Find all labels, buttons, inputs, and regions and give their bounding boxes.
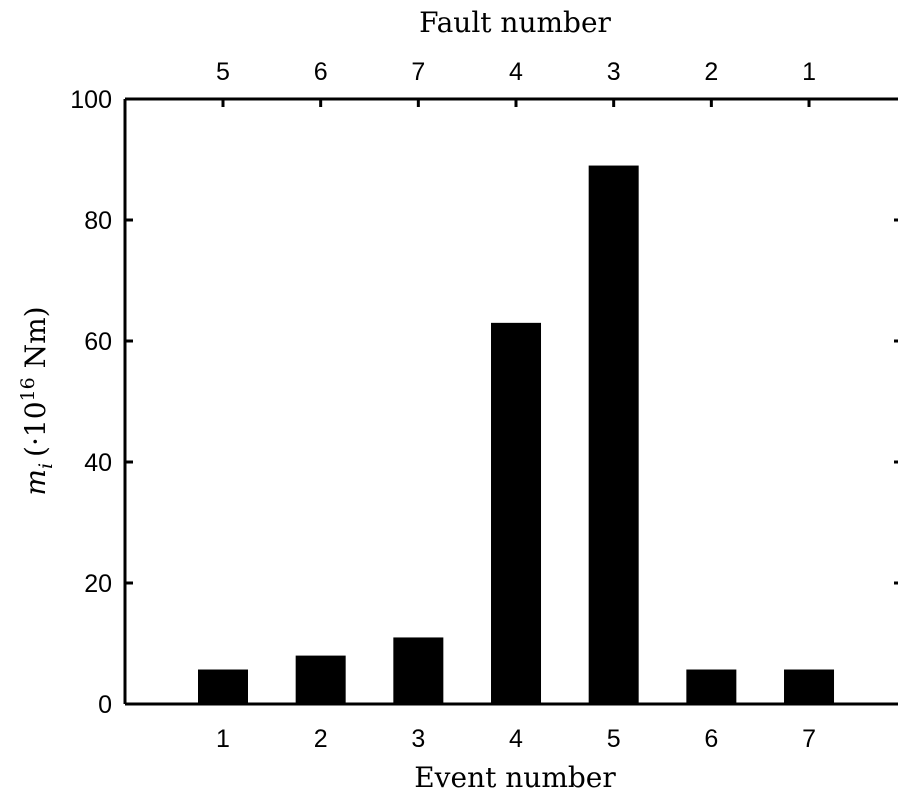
bar [295,655,346,704]
y-tick-label: 100 [70,86,112,114]
x-tick-label: 4 [509,725,523,753]
y-axis-exponent: 16 [17,377,39,401]
x-tick-label: 3 [411,725,425,753]
x-tick-label: 6 [704,725,718,753]
y-axis-title: mi (·1016 Nm) [17,306,57,495]
top-x-tick-label: 5 [216,58,230,86]
x-tick-label: 2 [314,725,328,753]
x-tick-label: 5 [607,725,621,753]
x-tick-label: 1 [216,725,230,753]
top-x-tick-label: 1 [802,58,816,86]
top-x-axis-title: Fault number [419,6,611,39]
y-tick-label: 40 [84,449,112,477]
bottom-x-ticks: 1 2 3 4 5 6 7 [216,696,816,753]
y-ticks: 0 20 40 60 80 100 [70,86,898,719]
top-x-tick-label: 7 [411,58,425,86]
y-tick-label: 60 [84,328,112,356]
top-x-tick-label: 4 [509,58,523,86]
bar [491,322,542,704]
top-x-tick-label: 6 [314,58,328,86]
x-axis-title: Event number [414,761,616,794]
top-x-tick-label: 3 [607,58,621,86]
bar [393,637,444,704]
y-tick-label: 20 [84,570,112,598]
y-axis-unit: Nm) [19,306,52,377]
x-tick-label: 7 [802,725,816,753]
y-axis-symbol: m [19,469,52,496]
y-axis-prefix: (·10 [19,401,52,456]
y-tick-label: 0 [98,691,112,719]
top-x-tick-label: 2 [704,58,718,86]
bars [198,165,835,705]
top-x-ticks: 5 6 7 4 3 2 1 [216,58,816,107]
y-tick-label: 80 [84,207,112,235]
y-axis-subscript: i [35,463,57,469]
bar [588,165,639,705]
